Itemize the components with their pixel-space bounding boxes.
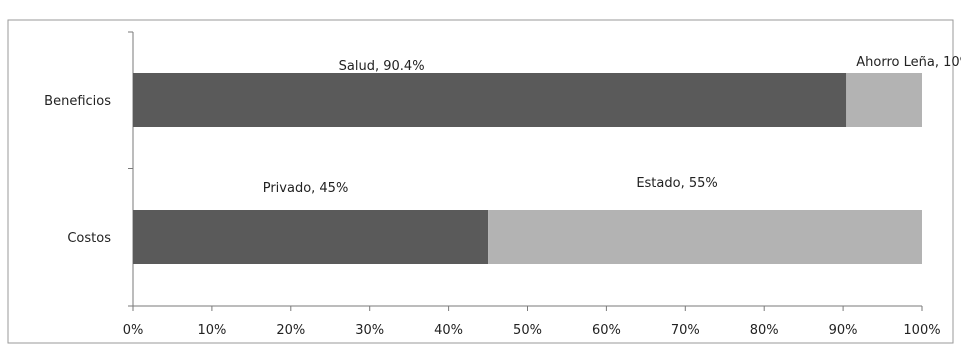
x-tick-label-7: 70% xyxy=(671,323,700,338)
bar-beneficios-segment-1 xyxy=(846,73,922,127)
bar-beneficios-segment-0 xyxy=(133,73,847,127)
x-tick-label-3: 30% xyxy=(355,323,384,338)
category-label-beneficios: Beneficios xyxy=(44,94,111,109)
x-tick-label-2: 20% xyxy=(276,323,305,338)
x-tick-label-4: 40% xyxy=(434,323,463,338)
category-label-costos: Costos xyxy=(67,231,111,246)
x-tick-label-1: 10% xyxy=(197,323,226,338)
x-tick-label-5: 50% xyxy=(513,323,542,338)
x-tick-label-0: 0% xyxy=(123,323,144,338)
chart-frame xyxy=(7,19,954,344)
bar-costos-segment-0 xyxy=(133,210,489,264)
data-labels-group: Salud, 90.4% Ahorro Leña, 10% Privado, 45%… xyxy=(263,55,961,196)
x-tick-label-10: 100% xyxy=(903,323,940,338)
x-tick-label-9: 90% xyxy=(829,323,858,338)
data-label-costos-segment-0: Privado, 45% xyxy=(263,181,349,196)
data-label-beneficios-segment-1: Ahorro Leña, 10% xyxy=(856,55,961,70)
x-tick-label-6: 60% xyxy=(592,323,621,338)
data-label-costos-segment-1: Estado, 55% xyxy=(636,176,717,191)
axes-group: 0% 10% 20% 30% 40% 50% 60% 70% 80% 90% 100% Benefic… xyxy=(44,31,941,338)
bar-costos-segment-1 xyxy=(488,210,922,264)
x-tick-label-8: 80% xyxy=(750,323,779,338)
bars-group xyxy=(133,73,922,264)
data-label-beneficios-segment-0: Salud, 90.4% xyxy=(339,59,425,74)
